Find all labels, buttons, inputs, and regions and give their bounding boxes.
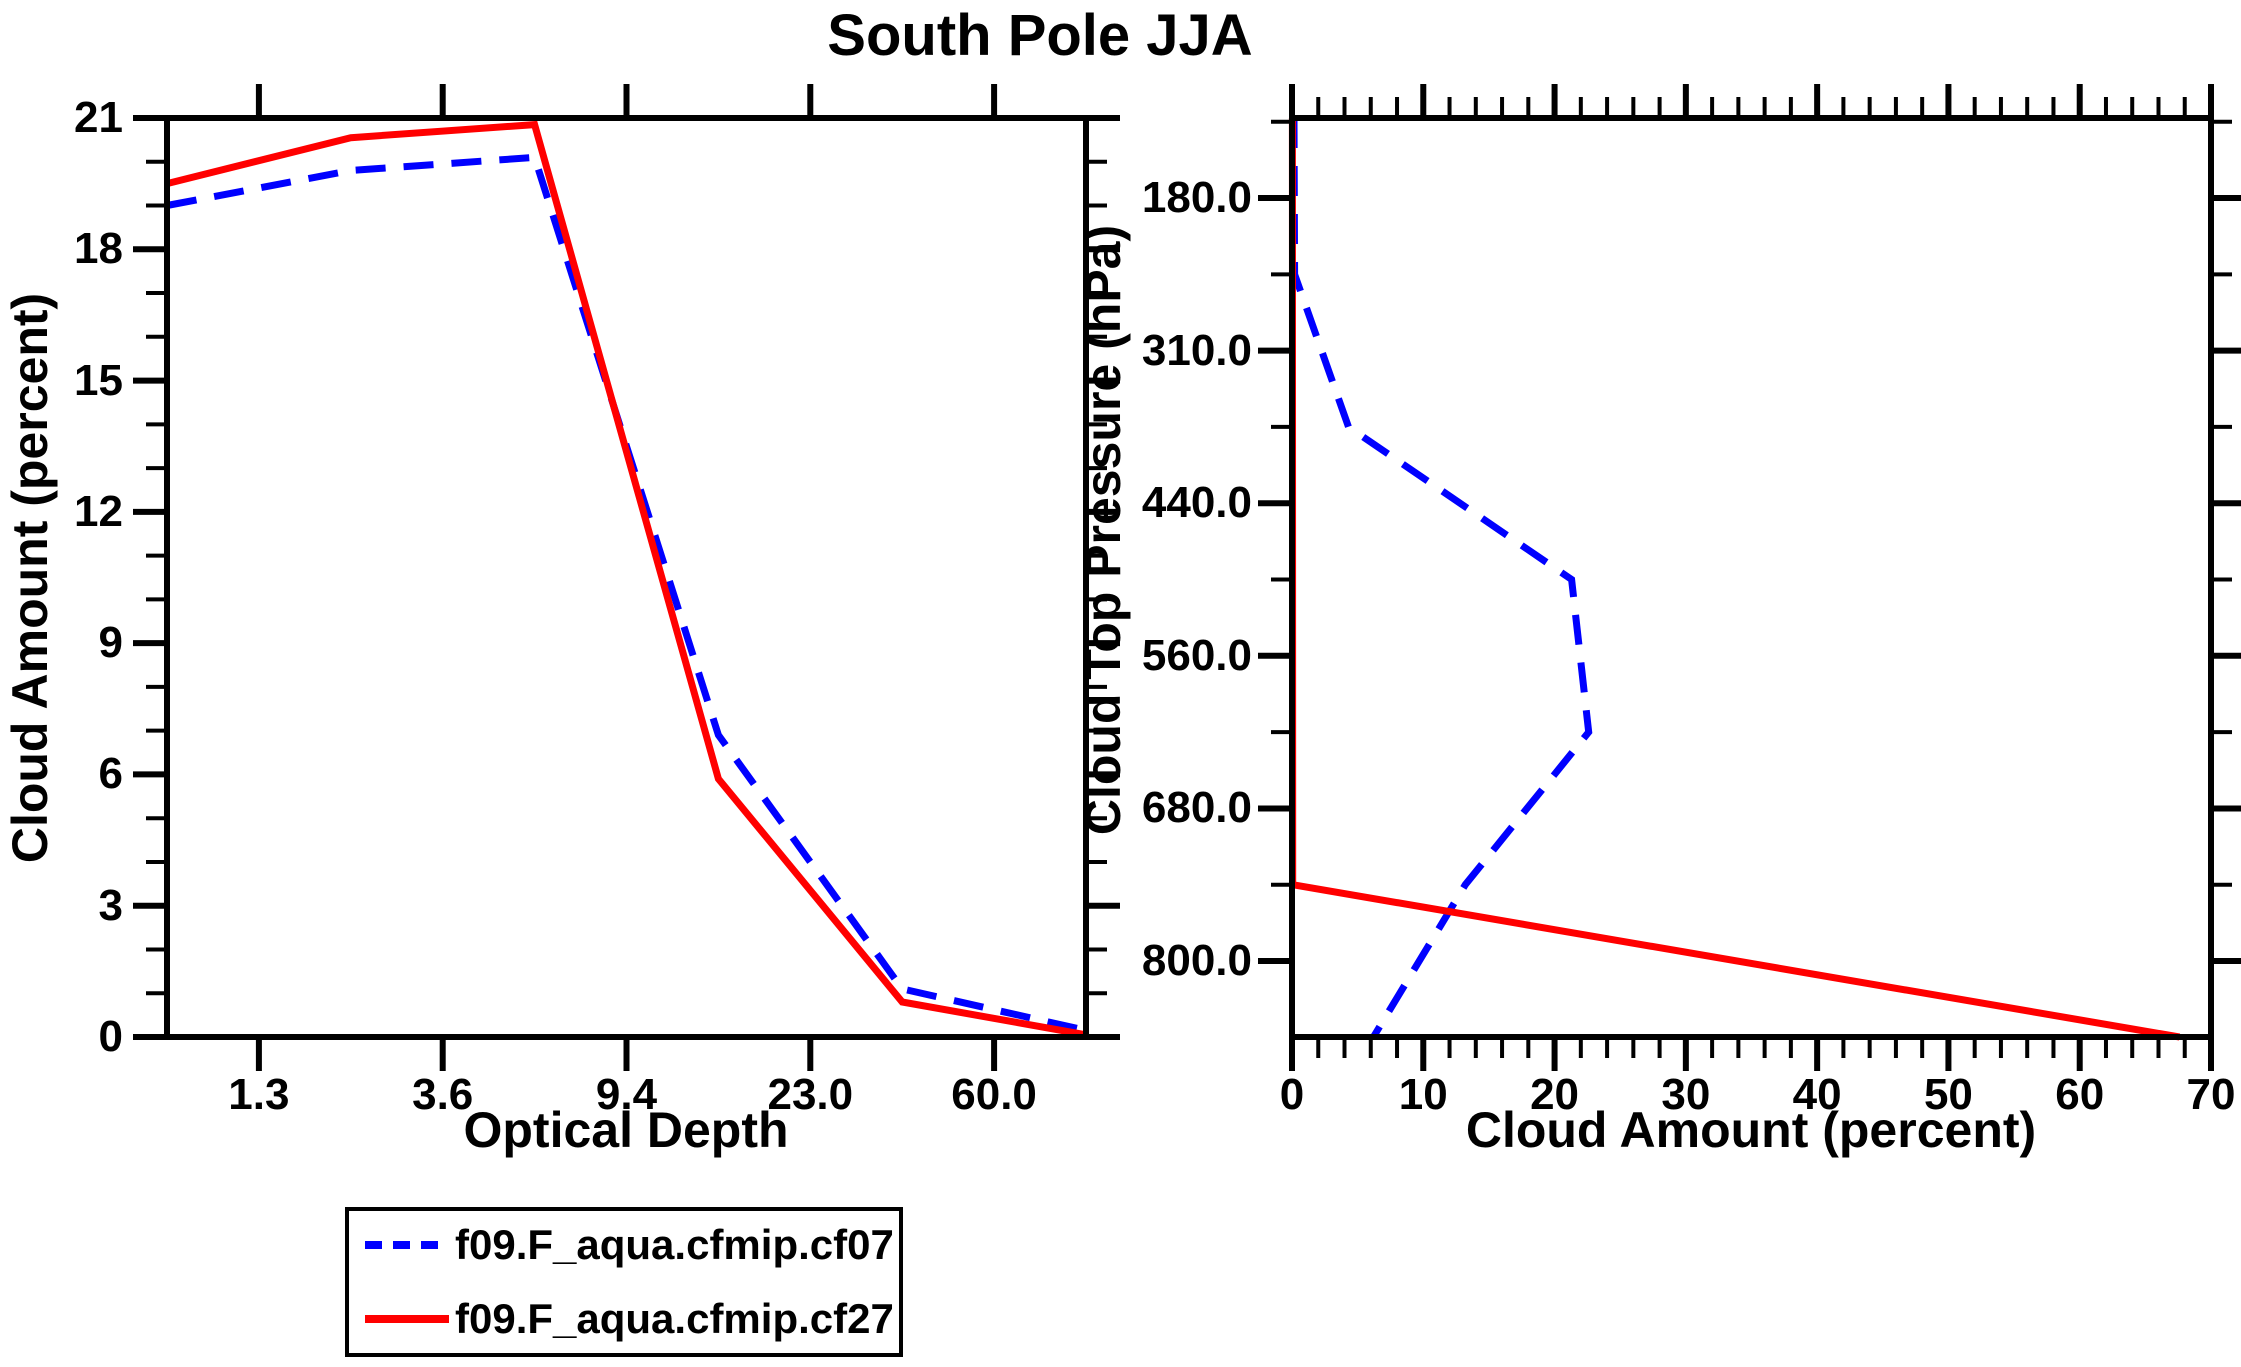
right-panel-y-tick-label: 180.0	[1141, 173, 1252, 223]
right-panel-x-tick-label: 10	[1398, 1070, 1448, 1119]
left-panel-y-tick-label: 21	[74, 93, 123, 142]
right-panel-y-tick-label: 310.0	[1141, 325, 1252, 375]
left-panel-x-tick-label: 23.0	[767, 1070, 854, 1119]
left-panel-y-tick-label: 0	[98, 1012, 123, 1061]
right-panel-x-tick-label: 40	[1792, 1070, 1842, 1119]
left-panel-frame	[164, 115, 1089, 1040]
right-x-axis-title: Cloud Amount (percent)	[1465, 1102, 2037, 1158]
left-panel-x-tick-label: 60.0	[951, 1070, 1037, 1119]
plot-title: South Pole JJA	[827, 3, 1253, 68]
legend-line-sample-dashed	[365, 1241, 449, 1249]
left-panel-x-tick-label: 3.6	[412, 1070, 474, 1119]
left-x-axis-title: Optical Depth	[463, 1102, 789, 1158]
right-panel-y-tick-label: 800.0	[1141, 935, 1252, 985]
left-panel-y-tick-label: 18	[74, 224, 123, 274]
right-panel-x-tick-label: 30	[1661, 1070, 1711, 1119]
right-panel-x-tick-label: 20	[1530, 1070, 1580, 1119]
legend-label-cf07: f09.F_aqua.cfmip.cf07	[455, 1221, 894, 1268]
series-cf27-right	[1288, 117, 2181, 1041]
legend-row-cf27: f09.F_aqua.cfmip.cf27	[349, 1293, 899, 1345]
legend-label-cf27: f09.F_aqua.cfmip.cf27	[455, 1295, 894, 1342]
left-panel-x-tick-label: 1.3	[228, 1070, 290, 1119]
series-cf07-right	[1290, 117, 1593, 1039]
left-panel-y-tick-label: 3	[98, 880, 123, 930]
legend: f09.F_aqua.cfmip.cf07 f09.F_aqua.cfmip.c…	[345, 1207, 903, 1357]
right-panel-frame	[1289, 115, 2214, 1040]
legend-line-sample-solid	[365, 1315, 449, 1323]
right-y-axis-title: Cloud Top Pressure (hPa)	[1075, 224, 1131, 836]
left-panel-y-tick-label: 15	[74, 355, 123, 405]
right-panel-x-tick-label: 60	[2055, 1070, 2105, 1119]
right-panel-x-tick-label: 50	[1923, 1070, 1973, 1119]
right-panel-y-tick-label: 680.0	[1141, 783, 1252, 833]
left-panel-y-tick-label: 6	[98, 749, 123, 799]
left-panel-y-tick-label: 9	[98, 618, 123, 668]
right-panel-y-tick-label: 440.0	[1141, 478, 1252, 528]
series-cf07-left	[166, 153, 1087, 1034]
series-cf27-left	[166, 120, 1087, 1039]
legend-row-cf07: f09.F_aqua.cfmip.cf07	[349, 1219, 899, 1271]
left-panel-y-tick-label: 12	[74, 486, 123, 536]
right-panel-x-tick-label: 0	[1279, 1070, 1305, 1119]
right-panel-x-tick-label: 70	[2186, 1070, 2236, 1119]
left-panel-x-tick-label: 9.4	[595, 1070, 658, 1119]
right-panel-y-tick-label: 560.0	[1141, 630, 1252, 680]
